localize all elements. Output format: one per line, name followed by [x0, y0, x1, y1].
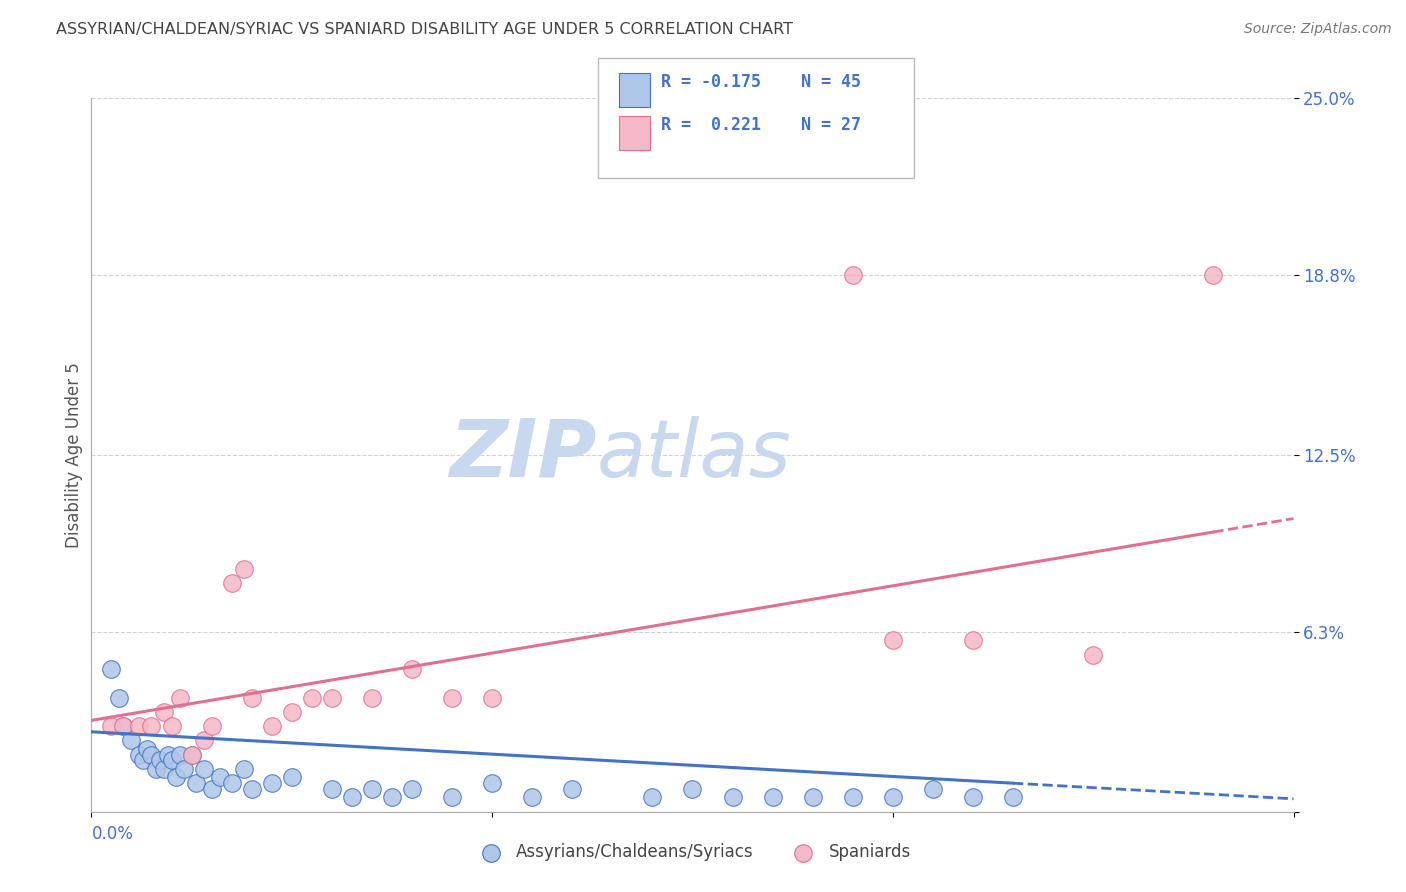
- Point: [169, 690, 191, 705]
- Point: [100, 719, 122, 733]
- Point: [173, 762, 195, 776]
- Point: [232, 762, 254, 776]
- Point: [100, 662, 122, 676]
- Point: [882, 633, 904, 648]
- Point: [201, 781, 224, 796]
- Point: [401, 662, 423, 676]
- Point: [440, 790, 463, 805]
- Point: [221, 576, 243, 591]
- Point: [1202, 268, 1225, 282]
- Point: [108, 690, 131, 705]
- Point: [962, 790, 984, 805]
- Text: R = -0.175    N = 45: R = -0.175 N = 45: [661, 73, 860, 91]
- Point: [321, 690, 343, 705]
- Point: [681, 781, 703, 796]
- Point: [882, 790, 904, 805]
- Point: [160, 719, 183, 733]
- Point: [112, 719, 135, 733]
- Text: ZIP: ZIP: [449, 416, 596, 494]
- Point: [301, 690, 323, 705]
- Point: [169, 747, 191, 762]
- Point: [381, 790, 404, 805]
- Y-axis label: Disability Age Under 5: Disability Age Under 5: [65, 362, 83, 548]
- Point: [260, 776, 283, 790]
- Point: [240, 781, 263, 796]
- Point: [180, 747, 202, 762]
- Point: [962, 633, 984, 648]
- Point: [641, 790, 664, 805]
- Point: [481, 776, 503, 790]
- Point: [221, 776, 243, 790]
- Point: [841, 268, 863, 282]
- Point: [360, 781, 382, 796]
- Point: [481, 690, 503, 705]
- Point: [132, 753, 155, 767]
- Text: atlas: atlas: [596, 416, 792, 494]
- Text: 0.0%: 0.0%: [91, 824, 134, 843]
- Point: [112, 719, 135, 733]
- Point: [801, 790, 824, 805]
- Point: [240, 690, 263, 705]
- Point: [922, 781, 945, 796]
- Point: [232, 562, 254, 576]
- Point: [602, 91, 624, 105]
- Point: [121, 733, 143, 747]
- Point: [401, 781, 423, 796]
- Point: [152, 762, 174, 776]
- Point: [136, 742, 159, 756]
- Point: [128, 719, 150, 733]
- Point: [522, 790, 544, 805]
- Point: [721, 790, 744, 805]
- Legend: Assyrians/Chaldeans/Syriacs, Spaniards: Assyrians/Chaldeans/Syriacs, Spaniards: [468, 837, 917, 868]
- Point: [184, 776, 207, 790]
- Point: [145, 762, 167, 776]
- Point: [141, 747, 163, 762]
- Point: [208, 771, 231, 785]
- Point: [160, 753, 183, 767]
- Point: [281, 771, 304, 785]
- Point: [360, 690, 382, 705]
- Point: [180, 747, 202, 762]
- Point: [165, 771, 187, 785]
- Point: [841, 790, 863, 805]
- Point: [152, 705, 174, 719]
- Text: R =  0.221    N = 27: R = 0.221 N = 27: [661, 116, 860, 134]
- Point: [148, 753, 170, 767]
- Point: [201, 719, 224, 733]
- Point: [762, 790, 785, 805]
- Text: Source: ZipAtlas.com: Source: ZipAtlas.com: [1244, 22, 1392, 37]
- Point: [141, 719, 163, 733]
- Point: [260, 719, 283, 733]
- Point: [193, 733, 215, 747]
- Point: [440, 690, 463, 705]
- Text: ASSYRIAN/CHALDEAN/SYRIAC VS SPANIARD DISABILITY AGE UNDER 5 CORRELATION CHART: ASSYRIAN/CHALDEAN/SYRIAC VS SPANIARD DIS…: [56, 22, 793, 37]
- Point: [128, 747, 150, 762]
- Point: [193, 762, 215, 776]
- Point: [1001, 790, 1024, 805]
- Point: [561, 781, 583, 796]
- Point: [340, 790, 363, 805]
- Point: [1083, 648, 1105, 662]
- Point: [281, 705, 304, 719]
- Point: [156, 747, 179, 762]
- Point: [321, 781, 343, 796]
